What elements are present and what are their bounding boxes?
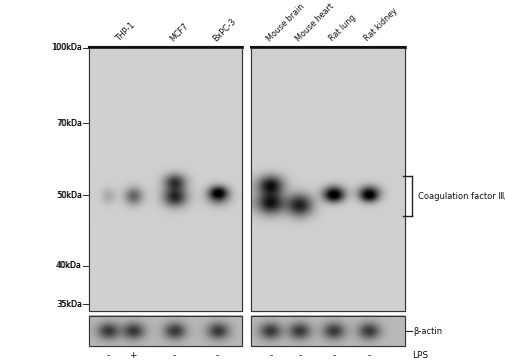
Text: Mouse brain: Mouse brain [264, 2, 306, 43]
Text: 70kDa: 70kDa [57, 118, 82, 127]
Bar [88, 47, 241, 311]
Text: 100kDa: 100kDa [52, 43, 82, 52]
Text: 70kDa: 70kDa [56, 118, 82, 127]
Text: Coagulation factor Ⅲ/Tissue Factor: Coagulation factor Ⅲ/Tissue Factor [418, 192, 505, 201]
Text: Rat lung: Rat lung [327, 13, 358, 43]
Text: -: - [332, 351, 335, 360]
Text: 50kDa: 50kDa [57, 191, 82, 200]
Text: 100kDa: 100kDa [51, 43, 82, 52]
Text: -: - [173, 351, 176, 360]
Bar [88, 316, 241, 346]
Text: 35kDa: 35kDa [57, 300, 82, 309]
Text: -: - [298, 351, 301, 360]
Text: -: - [367, 351, 370, 360]
Text: Mouse heart: Mouse heart [293, 1, 335, 43]
Text: MCF7: MCF7 [168, 21, 190, 43]
Text: 50kDa: 50kDa [56, 191, 82, 200]
Text: -: - [269, 351, 272, 360]
Text: +: + [129, 351, 136, 360]
Text: LPS: LPS [412, 351, 428, 360]
Text: 35kDa: 35kDa [56, 300, 82, 309]
Text: 40kDa: 40kDa [56, 261, 82, 270]
Bar [251, 47, 404, 311]
Bar [251, 47, 404, 311]
Text: BxPC-3: BxPC-3 [211, 17, 237, 43]
Text: β-actin: β-actin [413, 327, 442, 336]
Bar [88, 47, 241, 311]
Text: Rat kidney: Rat kidney [362, 6, 399, 43]
Text: 40kDa: 40kDa [57, 261, 82, 270]
Text: -: - [107, 351, 110, 360]
Text: -: - [216, 351, 219, 360]
Bar [88, 316, 241, 346]
Bar [251, 316, 404, 346]
Bar [251, 316, 404, 346]
Text: THP-1: THP-1 [114, 21, 137, 43]
